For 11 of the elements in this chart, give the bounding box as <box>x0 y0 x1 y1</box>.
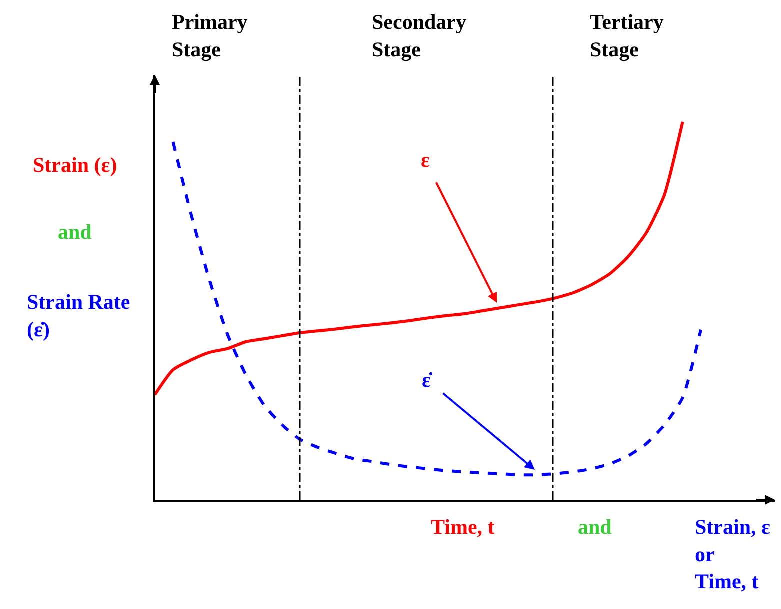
text: Strain Rate (ε̇) <box>27 290 130 342</box>
annotation: ε̇ <box>422 368 433 392</box>
text: Time, t <box>431 515 495 539</box>
text: and <box>58 220 92 244</box>
text: Primary Stage <box>172 10 248 62</box>
text: Strain (ε) <box>33 153 118 177</box>
text: Secondary Stage <box>372 10 467 62</box>
text: Strain, ε or Time, t <box>695 515 771 594</box>
text: Tertiary Stage <box>590 10 664 62</box>
annotation: ε <box>421 148 430 172</box>
text: and <box>578 515 612 539</box>
